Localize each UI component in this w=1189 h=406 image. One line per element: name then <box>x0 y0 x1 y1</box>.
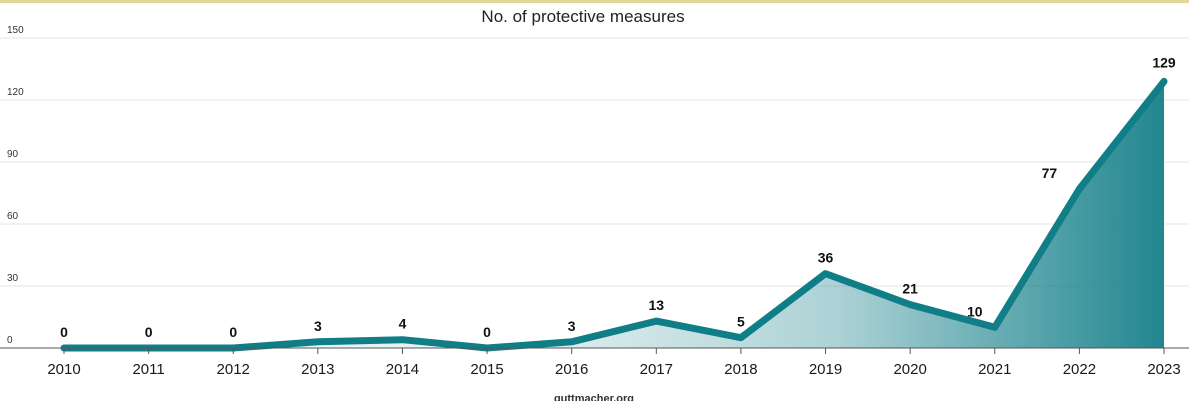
x-tick-label: 2013 <box>301 361 334 378</box>
data-label: 10 <box>967 303 983 319</box>
y-axis-ticks: 0 30 60 90 120 150 <box>7 25 24 346</box>
data-label: 4 <box>399 316 407 332</box>
x-tick-label: 2010 <box>47 361 80 378</box>
y-tick-label: 120 <box>7 87 24 98</box>
data-label: 0 <box>60 324 68 340</box>
data-label: 3 <box>314 318 322 334</box>
source-credit: guttmacher.org <box>554 393 634 401</box>
data-label: 77 <box>1042 165 1058 181</box>
x-tick-label: 2015 <box>470 361 503 378</box>
data-label: 129 <box>1152 54 1176 70</box>
x-axis-ticks: 2010 2011 2012 2013 2014 2015 2016 2017 2018 2019… <box>47 348 1181 378</box>
y-tick-label: 60 <box>7 211 19 222</box>
x-tick-label: 2021 <box>978 361 1011 378</box>
x-tick-label: 2022 <box>1063 361 1096 378</box>
x-tick-label: 2020 <box>893 361 926 378</box>
x-tick-label: 2012 <box>217 361 250 378</box>
y-tick-label: 0 <box>7 335 13 346</box>
x-tick-label: 2018 <box>724 361 757 378</box>
y-tick-label: 30 <box>7 273 19 284</box>
data-label: 3 <box>568 318 576 334</box>
gridlines <box>0 37 1189 287</box>
data-label: 5 <box>737 314 745 330</box>
x-tick-label: 2023 <box>1147 361 1180 378</box>
data-label: 0 <box>145 324 153 340</box>
data-label: 0 <box>229 324 237 340</box>
y-tick-label: 150 <box>7 25 24 36</box>
data-label: 36 <box>818 250 834 266</box>
y-tick-label: 90 <box>7 149 19 160</box>
x-tick-label: 2017 <box>640 361 673 378</box>
top-border <box>0 0 1189 3</box>
x-tick-label: 2011 <box>132 361 164 378</box>
area-fill <box>64 81 1164 349</box>
series-line <box>60 77 1168 352</box>
x-tick-label: 2019 <box>809 361 842 378</box>
x-tick-label: 2014 <box>386 361 419 378</box>
data-labels: 0 0 0 3 4 0 3 13 5 36 21 10 77 129 <box>60 54 1176 340</box>
data-label: 21 <box>902 281 918 297</box>
x-tick-label: 2016 <box>555 361 588 378</box>
data-label: 0 <box>483 324 491 340</box>
data-label: 13 <box>649 297 665 313</box>
chart-title: No. of protective measures <box>481 7 684 26</box>
